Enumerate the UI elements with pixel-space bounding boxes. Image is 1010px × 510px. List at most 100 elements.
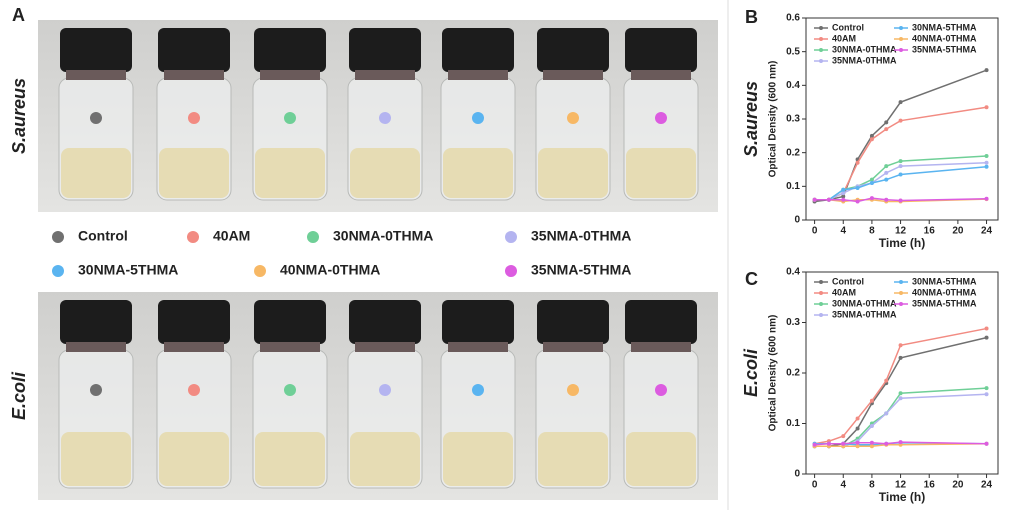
data-point — [841, 434, 846, 439]
y-tick-label: 0.6 — [786, 13, 800, 24]
vial-liquid — [159, 148, 229, 198]
legend-swatch — [819, 291, 823, 295]
vial-neck — [66, 342, 126, 352]
x-tick-label: 16 — [924, 480, 936, 491]
legend-swatch — [899, 291, 903, 295]
vial-liquid — [255, 432, 325, 486]
legend-swatch — [505, 265, 517, 277]
x-tick-label: 20 — [952, 480, 964, 491]
data-point — [984, 160, 989, 165]
x-tick-label: 24 — [981, 480, 993, 491]
data-point — [826, 441, 831, 446]
vial-neck — [631, 70, 691, 80]
data-point — [898, 396, 903, 401]
y-tick-label: 0.1 — [786, 418, 800, 429]
legend-label: 35NMA-5THMA — [912, 298, 977, 308]
panel-label: C — [745, 269, 758, 289]
legend-swatch — [187, 231, 199, 243]
vial-neck — [448, 70, 508, 80]
vial-cap — [442, 300, 514, 344]
legend-label: 30NMA-5THMA — [912, 22, 977, 32]
legend-label: 35NMA-0THMA — [531, 228, 631, 244]
data-point — [898, 118, 903, 123]
vial-dot — [655, 384, 667, 396]
row-label: E.coli — [9, 371, 29, 420]
vial-neck — [355, 70, 415, 80]
series-line — [814, 441, 987, 446]
data-point — [855, 160, 860, 165]
legend-swatch — [52, 265, 64, 277]
data-point — [855, 199, 860, 204]
vial-dot — [90, 112, 102, 124]
data-point — [984, 386, 989, 391]
side-label: E.coli — [741, 348, 761, 397]
data-point — [869, 440, 874, 445]
data-point — [841, 187, 846, 192]
vial-liquid — [443, 148, 513, 198]
data-point — [869, 137, 874, 142]
data-point — [984, 105, 989, 110]
x-tick-label: 8 — [869, 480, 875, 491]
data-point — [826, 197, 831, 202]
x-tick-label: 24 — [981, 226, 993, 237]
vial-cap — [349, 28, 421, 72]
x-tick-label: 0 — [812, 226, 818, 237]
vial-neck — [543, 70, 603, 80]
y-tick-label: 0.3 — [786, 317, 800, 328]
y-tick-label: 0.2 — [786, 147, 800, 158]
data-point — [884, 378, 889, 383]
legend-swatch — [819, 37, 823, 41]
legend-swatch — [819, 302, 823, 306]
data-point — [869, 424, 874, 429]
series-line — [814, 197, 987, 203]
vial-liquid — [538, 432, 608, 486]
x-axis-label: Time (h) — [879, 236, 925, 250]
data-point — [898, 355, 903, 360]
vial-dot — [188, 384, 200, 396]
y-tick-label: 0.3 — [786, 114, 800, 125]
vial-neck — [260, 70, 320, 80]
data-point — [869, 398, 874, 403]
legend-swatch — [899, 302, 903, 306]
data-point — [984, 335, 989, 340]
data-point — [869, 133, 874, 138]
data-point — [884, 164, 889, 169]
legend-label: 40NMA-0THMA — [912, 287, 977, 297]
data-point — [855, 444, 860, 449]
data-point — [984, 326, 989, 331]
data-point — [884, 411, 889, 416]
vial-dot — [567, 112, 579, 124]
vial-liquid — [626, 148, 696, 198]
data-point — [812, 197, 817, 202]
data-point — [855, 186, 860, 191]
vial-dot — [472, 384, 484, 396]
x-tick-label: 4 — [840, 226, 846, 237]
legend-swatch — [899, 26, 903, 30]
legend-label: 30NMA-0THMA — [333, 228, 433, 244]
data-point — [869, 196, 874, 201]
vial-dot — [655, 112, 667, 124]
legend-label: Control — [832, 276, 864, 286]
y-axis-label: Optical Density (600 nm) — [768, 315, 779, 432]
vial-dot — [379, 384, 391, 396]
data-point — [898, 198, 903, 203]
x-tick-label: 0 — [812, 480, 818, 491]
vial-dot — [567, 384, 579, 396]
legend-swatch — [254, 265, 266, 277]
side-label: S.aureus — [741, 81, 761, 157]
data-point — [984, 196, 989, 201]
data-point — [884, 120, 889, 125]
data-point — [855, 416, 860, 421]
data-point — [884, 170, 889, 175]
legend-swatch — [899, 37, 903, 41]
vial-cap — [158, 28, 230, 72]
vial-neck — [164, 70, 224, 80]
data-point — [884, 441, 889, 446]
vial-cap — [60, 300, 132, 344]
legend-swatch — [899, 280, 903, 284]
vial-dot — [472, 112, 484, 124]
legend-swatch — [899, 48, 903, 52]
legend-label: 35NMA-0THMA — [832, 55, 897, 65]
vial-cap — [625, 28, 697, 72]
vial-cap — [158, 300, 230, 344]
